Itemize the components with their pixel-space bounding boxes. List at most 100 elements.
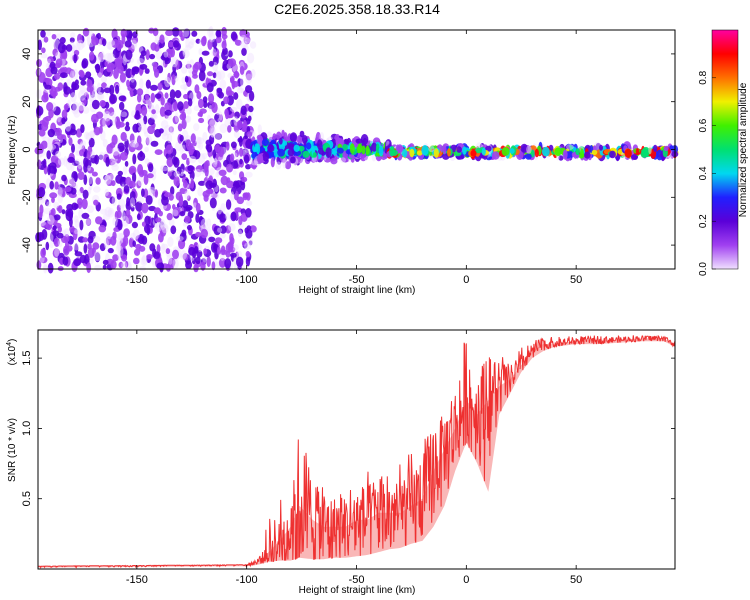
heatmap-cell: [154, 104, 160, 115]
heatmap-cell: [92, 235, 101, 243]
heatmap-cell: [50, 208, 56, 217]
heatmap-cell: [156, 244, 161, 254]
heatmap-cell: [110, 111, 117, 119]
x-tick-label: -150: [126, 574, 148, 586]
heatmap-cell: [65, 121, 72, 132]
snr-panel: -150 -100 -50 0 50 0.5 1.0 1.5 Height of straig…: [6, 329, 676, 596]
heatmap-cell: [197, 111, 203, 117]
heatmap-cell: [433, 148, 439, 158]
heatmap-cell: [107, 247, 114, 254]
heatmap-cell: [166, 157, 174, 168]
heatmap-cell: [146, 224, 151, 236]
heatmap-cell: [73, 203, 79, 210]
heatmap-cell: [197, 142, 204, 151]
heatmap-cell: [186, 90, 194, 102]
heatmap-cell: [566, 144, 574, 150]
heatmap-cell: [219, 123, 228, 134]
heatmap-cell: [164, 76, 171, 88]
heatmap-cell: [208, 25, 214, 37]
heatmap-cell: [162, 129, 168, 137]
heatmap-cell: [179, 50, 186, 60]
heatmap-cell: [131, 221, 138, 229]
heatmap-cell: [226, 180, 234, 189]
heatmap-cell: [50, 155, 59, 165]
heatmap-cell: [110, 161, 118, 168]
heatmap-cell: [41, 229, 48, 240]
heatmap-cell: [246, 192, 251, 201]
heatmap-cell: [227, 50, 233, 58]
heatmap-cell: [198, 70, 206, 82]
heatmap-cell: [125, 176, 132, 186]
heatmap-cell: [218, 91, 224, 99]
heatmap-cell: [170, 225, 177, 235]
heatmap-cell: [272, 133, 277, 140]
heatmap-cell: [160, 226, 167, 237]
spectrogram-axes: -150 -100 -50 0 50 -40 -20 0 20 40: [21, 30, 675, 286]
heatmap-cell: [124, 40, 132, 48]
colorbar: 0.0 0.2 0.4 0.6 0.8 Normalized spectral ampl…: [698, 29, 749, 276]
snr-ylabel: SNR (10 * v/v): [7, 418, 18, 482]
heatmap-cell: [188, 98, 193, 107]
heatmap-cell: [283, 132, 288, 143]
heatmap-cell: [81, 145, 86, 153]
heatmap-cell: [129, 167, 135, 174]
heatmap-cell: [360, 134, 369, 145]
heatmap-cell: [242, 119, 247, 131]
heatmap-cell: [193, 61, 202, 70]
heatmap-cell: [160, 96, 165, 106]
heatmap-cell: [57, 187, 66, 197]
heatmap-cell: [71, 143, 75, 153]
heatmap-cell: [174, 112, 179, 123]
heatmap-cell: [211, 261, 216, 271]
heatmap-cell: [42, 158, 47, 169]
heatmap-cell: [194, 136, 201, 144]
heatmap-cell: [169, 89, 176, 100]
heatmap-cell: [166, 167, 174, 173]
heatmap-cell: [241, 47, 247, 57]
heatmap-cell: [70, 187, 77, 195]
heatmap-cell: [171, 74, 176, 86]
heatmap-cell: [36, 59, 42, 68]
heatmap-cell: [100, 208, 108, 215]
heatmap-cell: [103, 238, 109, 249]
heatmap-cell: [230, 77, 235, 84]
heatmap-cell: [195, 213, 200, 224]
heatmap-cell: [342, 143, 348, 151]
heatmap-cell: [70, 45, 77, 52]
heatmap-cell: [44, 91, 49, 101]
heatmap-cell: [102, 213, 111, 221]
heatmap-cell: [213, 225, 222, 236]
heatmap-cell: [282, 157, 287, 169]
spectrogram-ylabel: Frequency (Hz): [7, 116, 18, 185]
heatmap-cell: [122, 165, 128, 175]
heatmap-cell: [45, 241, 50, 251]
heatmap-cell: [97, 72, 103, 79]
heatmap-cell: [245, 250, 251, 258]
heatmap-cell: [409, 148, 415, 158]
heatmap-cell: [68, 137, 73, 146]
heatmap-cell: [174, 75, 179, 82]
heatmap-cell: [196, 137, 205, 145]
heatmap-cell: [83, 174, 88, 186]
heatmap-cell: [236, 256, 244, 268]
heatmap-cell: [160, 243, 166, 254]
heatmap-cell: [624, 148, 632, 158]
heatmap-cell: [214, 144, 221, 153]
heatmap-cell: [78, 105, 84, 114]
heatmap-cell: [120, 204, 124, 212]
heatmap-cell: [109, 173, 114, 181]
heatmap-cell: [102, 138, 108, 148]
heatmap-cell: [155, 217, 162, 223]
heatmap-cell: [76, 164, 83, 173]
heatmap-cell: [133, 257, 140, 265]
heatmap-cell: [542, 146, 550, 157]
heatmap-cell: [648, 144, 652, 155]
heatmap-cell: [136, 180, 142, 189]
heatmap-cell: [317, 139, 323, 150]
colorbar-tick-label: 0.4: [698, 166, 709, 180]
heatmap-cell: [86, 79, 93, 88]
heatmap-cell: [219, 213, 227, 223]
heatmap-cell: [106, 232, 112, 240]
heatmap-cell: [141, 221, 146, 227]
heatmap-cell: [134, 248, 141, 256]
